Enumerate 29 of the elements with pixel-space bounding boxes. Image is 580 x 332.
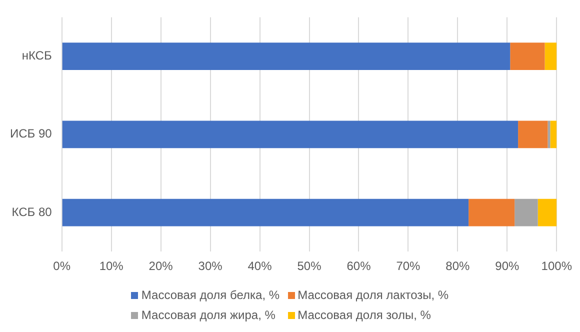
x-tick-label: 90% [495,259,520,274]
x-tick-label: 10% [99,259,124,274]
bar [548,120,550,148]
bar [514,198,538,226]
bar [62,198,469,226]
bar [468,198,515,226]
bar [62,42,510,70]
y-tick-label: ИСБ 90 [10,126,52,141]
bar [538,198,557,226]
x-tick-label: 40% [248,259,272,274]
bar [544,42,557,70]
legend-label: Массовая доля жира, % [141,308,276,322]
x-tick-label: 60% [346,259,372,274]
bar [510,42,545,70]
legend-label: Массовая доля белка, % [141,288,280,302]
bar [550,120,557,148]
x-tick-label: 50% [297,259,322,274]
x-tick-label: 20% [148,259,174,274]
y-tick-label: КСБ 80 [12,204,52,219]
x-tick-label: 80% [446,259,470,274]
legend-label: Массовая доля лактозы, % [298,288,449,302]
y-tick-label: нКСБ [22,48,52,63]
legend-label: Массовая доля золы, % [298,308,431,322]
bar [518,120,548,148]
bar [62,120,518,148]
x-tick-label: 30% [198,259,223,274]
x-tick-label: 70% [396,259,421,274]
x-tick-label: 100% [541,259,572,274]
x-tick-label: 0% [53,259,71,274]
